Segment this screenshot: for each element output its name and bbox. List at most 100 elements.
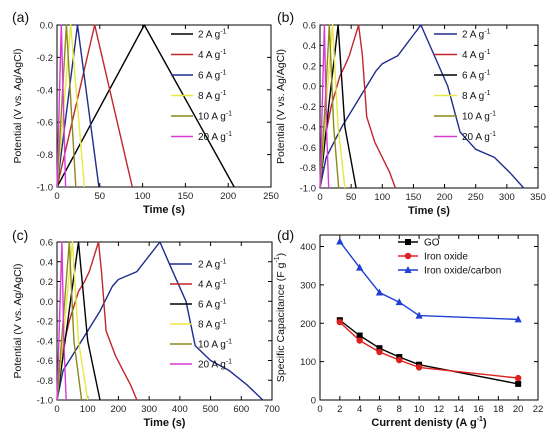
y-axis-label: Potential (V vs. Ag/AgCl) [275,49,287,164]
series-line [339,241,519,321]
x-tick-label: 300 [499,192,515,203]
y-tick-label: -0.8 [37,376,53,387]
plot-frame [56,241,273,401]
data-point [356,263,364,271]
legend-label: 20 A g-1 [198,359,232,371]
x-tick-label: 18 [493,404,504,415]
series-line [56,241,83,401]
x-tick-label: 50 [95,191,106,202]
y-tick-label: 0.4 [40,257,53,268]
data-point [375,288,384,296]
y-tick-label: 0.2 [40,277,53,288]
chart-panel-1: (a) 0 50 100 150 200 250 -1.0 -0.8 -0.6 -0.4 -0.2 0.… [12,9,279,216]
x-tick-label: 200 [220,191,236,202]
series-line [319,24,340,189]
legend-label: 20 A g-1 [198,131,232,143]
legend-label: 8 A g-1 [462,90,491,102]
series-line [56,24,133,188]
y-tick-label: 200 [300,319,316,330]
y-tick-label: -0.6 [37,118,53,129]
x-tick-label: 200 [437,192,453,203]
y-tick-label: 400 [300,242,316,253]
y-tick-label: -1.0 [37,183,53,194]
series-line [339,319,519,385]
series-line [56,24,77,188]
y-tick-label: -0.8 [37,150,53,161]
x-tick-label: 100 [135,191,151,202]
y-tick-label: -1.0 [37,396,53,407]
x-axis-label: Time (s) [144,417,186,429]
data-point [395,298,403,306]
x-tick-label: 0 [54,191,59,202]
series-line [339,321,519,379]
x-tick-label: 400 [172,404,188,415]
chart-panel-2: (b) 0 50 100 150 200 250 300 350 -1.0 -0.8 -0.6 -0.4… [275,9,546,217]
x-tick-label: 200 [110,404,126,415]
y-tick-label: -0.4 [300,122,316,133]
data-point [356,337,363,344]
y-tick-label: -0.2 [37,53,53,64]
x-tick-label: 8 [397,404,402,415]
series-line [319,24,397,189]
legend-label: 10 A g-1 [198,339,232,351]
x-tick-label: 700 [264,404,280,415]
y-tick-label: -0.6 [37,356,53,367]
data-point [514,374,522,382]
x-axis-label: Time (s) [408,205,450,217]
y-tick-label: -0.4 [37,336,53,347]
y-axis-label: Potential (V vs. Ag/AgCl) [12,49,24,164]
x-axis-label: Current denisty (A g-1) [371,416,487,429]
x-tick-label: 100 [80,404,96,415]
panel-label: (a) [12,9,29,25]
series-line [56,24,86,188]
data-point [336,237,344,245]
x-tick-label: 250 [263,191,279,202]
x-tick-label: 0 [54,404,59,415]
x-tick-label: 50 [346,192,357,203]
x-tick-label: 0 [317,192,322,203]
legend-label: 10 A g-1 [462,111,496,123]
data-point [404,252,412,260]
y-tick-label: 0.4 [303,41,316,52]
data-point [356,332,363,339]
x-tick-label: 20 [513,404,524,415]
x-tick-label: 2 [337,404,342,415]
data-point [415,364,423,371]
legend-label: 8 A g-1 [198,319,227,331]
legend-label: 2 A g-1 [198,29,227,41]
x-tick-label: 14 [453,404,464,415]
y-tick-label: 0.2 [303,61,316,72]
x-tick-label: 4 [357,404,362,415]
y-tick-label: 0.6 [40,238,53,249]
x-tick-label: 300 [141,404,157,415]
legend-label: 20 A g-1 [462,131,496,143]
plot-frame [319,234,539,401]
legend-label: Iron oxide [424,252,468,263]
x-tick-label: 16 [473,404,484,415]
x-tick-label: 150 [177,191,193,202]
chart-panel-4: (d) 0 2 4 6 8 10 12 14 16 18 20 22 0 100 200 300 400 Curre… [274,227,543,429]
x-tick-label: 10 [414,404,425,415]
series-line [319,24,330,189]
y-tick-label: 300 [300,280,316,291]
x-tick-label: 100 [374,192,390,203]
x-tick-label: 22 [533,404,544,415]
legend-label: 4 A g-1 [198,279,227,291]
legend-label: 4 A g-1 [198,49,227,61]
panel-label: (c) [12,227,28,243]
series-line [319,24,346,189]
x-tick-label: 6 [377,404,382,415]
y-tick-label: 0.0 [40,21,53,32]
y-tick-label: 0.0 [40,297,53,308]
data-point [376,348,383,356]
data-point [396,356,403,364]
series-line [319,24,525,189]
plot-frame [56,24,272,188]
legend-label: 10 A g-1 [198,111,232,123]
y-tick-label: 0 [311,396,316,407]
plot-frame [319,24,539,189]
legend-label: 2 A g-1 [462,29,491,41]
series-line [319,24,357,189]
y-tick-label: -0.4 [37,85,53,96]
